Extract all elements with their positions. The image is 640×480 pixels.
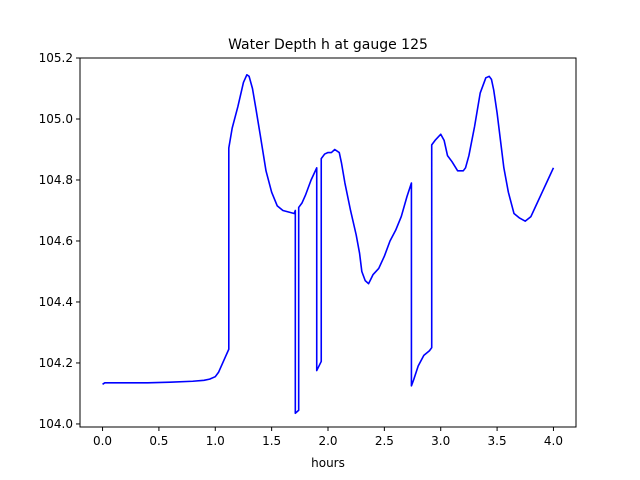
x-tick-label: 1.5 — [262, 434, 281, 448]
x-tick-label: 4.0 — [544, 434, 563, 448]
x-axis-label: hours — [311, 456, 345, 470]
x-tick-label: 1.0 — [206, 434, 225, 448]
y-tick-label: 104.8 — [39, 173, 73, 187]
x-tick-label: 2.0 — [318, 434, 337, 448]
x-tick-label: 0.0 — [93, 434, 112, 448]
y-tick-label: 104.4 — [39, 295, 73, 309]
x-axis-ticks: 0.0 0.5 1.0 1.5 2.0 2.5 3.0 3.5 4.0 — [93, 427, 563, 448]
y-tick-label: 104.0 — [39, 417, 73, 431]
x-tick-label: 3.5 — [488, 434, 507, 448]
y-tick-label: 104.6 — [39, 234, 73, 248]
y-tick-label: 105.0 — [39, 112, 73, 126]
y-tick-label: 105.2 — [39, 51, 73, 65]
x-tick-label: 3.0 — [431, 434, 450, 448]
plot-area — [102, 73, 555, 415]
x-tick-label: 2.5 — [375, 434, 394, 448]
y-tick-label: 104.2 — [39, 356, 73, 370]
plot-frame — [79, 57, 577, 428]
series-line-0 — [102, 73, 555, 415]
x-tick-label: 0.5 — [149, 434, 168, 448]
chart-title: Water Depth h at gauge 125 — [228, 37, 428, 53]
y-axis-ticks: 104.0 104.2 104.4 104.6 104.8 105.0 105.2 — [39, 51, 80, 431]
